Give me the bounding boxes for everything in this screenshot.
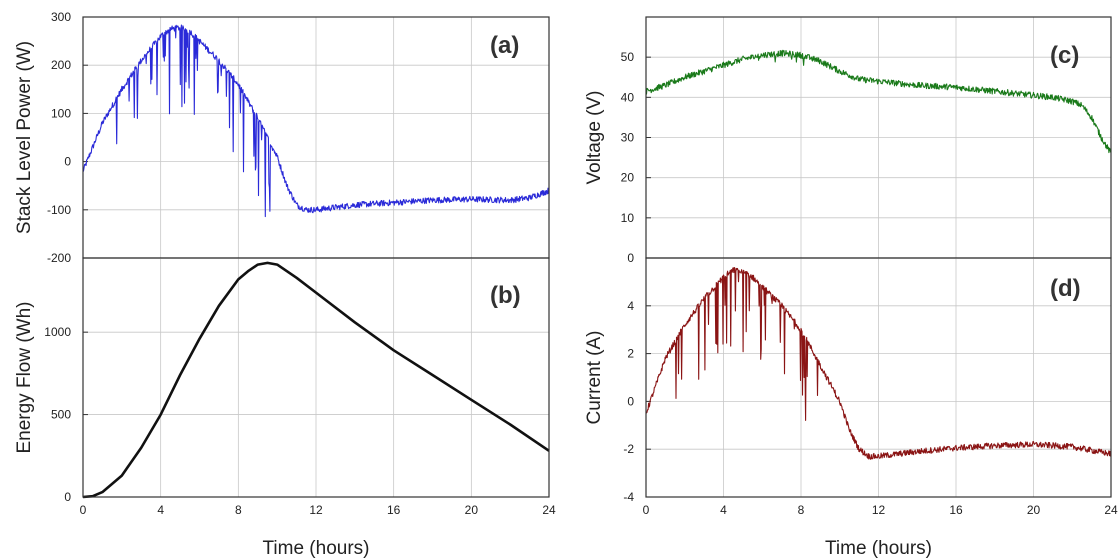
y-tick-label: 30 bbox=[621, 131, 635, 145]
panel-label: (d) bbox=[1050, 275, 1081, 302]
panel-label: (b) bbox=[490, 282, 521, 309]
y-tick-label: 0 bbox=[64, 155, 71, 169]
plot-frame bbox=[82, 257, 550, 498]
y-tick-label: -200 bbox=[47, 251, 71, 265]
x-tick-label: 20 bbox=[465, 503, 479, 517]
y-tick-label: 50 bbox=[621, 50, 635, 64]
series-line-b bbox=[82, 261, 550, 499]
y-axis-label: Stack Level Power (W) bbox=[14, 41, 35, 234]
y-tick-label: 500 bbox=[51, 408, 71, 422]
y-tick-label: 0 bbox=[627, 251, 634, 265]
plot-frame bbox=[645, 257, 1112, 498]
y-tick-label: 1000 bbox=[44, 325, 71, 339]
x-tick-label: 24 bbox=[1104, 503, 1118, 517]
y-axis-label: Energy Flow (Wh) bbox=[14, 301, 35, 453]
y-tick-label: 100 bbox=[51, 106, 71, 120]
x-tick-label: 12 bbox=[309, 503, 323, 517]
x-tick-label: 0 bbox=[643, 503, 650, 517]
y-tick-label: 4 bbox=[627, 299, 634, 313]
series-line-c bbox=[645, 49, 1112, 154]
y-axis-label: Current (A) bbox=[584, 331, 605, 425]
y-tick-label: 0 bbox=[64, 490, 71, 504]
x-tick-label: 8 bbox=[798, 503, 805, 517]
y-tick-label: 10 bbox=[621, 211, 635, 225]
y-tick-label: 0 bbox=[627, 394, 634, 408]
x-tick-label: 16 bbox=[949, 503, 963, 517]
series-line-a bbox=[82, 24, 550, 218]
x-axis-label: Time (hours) bbox=[263, 538, 370, 559]
x-tick-label: 8 bbox=[235, 503, 242, 517]
y-tick-label: 2 bbox=[627, 347, 634, 361]
x-tick-label: 24 bbox=[542, 503, 556, 517]
x-tick-label: 20 bbox=[1027, 503, 1041, 517]
x-axis-label: Time (hours) bbox=[825, 538, 932, 559]
panel-label: (c) bbox=[1050, 42, 1079, 69]
y-tick-label: 300 bbox=[51, 10, 71, 24]
y-tick-label: 20 bbox=[621, 171, 635, 185]
chart-panel-b: 0 500 1000 0 4 8 12 16 20 24 (b) Energy Flow (Wh) Ti… bbox=[14, 257, 556, 559]
chart-panel-a: -200 -100 0 100 200 300 (a) Stack Level Power (… bbox=[14, 10, 550, 265]
x-tick-label: 12 bbox=[872, 503, 886, 517]
panel-label: (a) bbox=[490, 32, 519, 59]
series-line-d bbox=[645, 267, 1112, 460]
y-tick-label: 40 bbox=[621, 90, 635, 104]
x-tick-label: 4 bbox=[720, 503, 727, 517]
x-tick-label: 0 bbox=[80, 503, 87, 517]
y-tick-label: -4 bbox=[623, 490, 634, 504]
x-tick-label: 16 bbox=[387, 503, 401, 517]
chart-panel-c: 0 10 20 30 40 50 (c) Voltage (V) bbox=[584, 16, 1112, 265]
y-tick-label: 200 bbox=[51, 58, 71, 72]
y-tick-label: -100 bbox=[47, 203, 71, 217]
y-axis-label: Voltage (V) bbox=[584, 91, 605, 185]
y-tick-label: -2 bbox=[623, 442, 634, 456]
x-tick-label: 4 bbox=[157, 503, 164, 517]
